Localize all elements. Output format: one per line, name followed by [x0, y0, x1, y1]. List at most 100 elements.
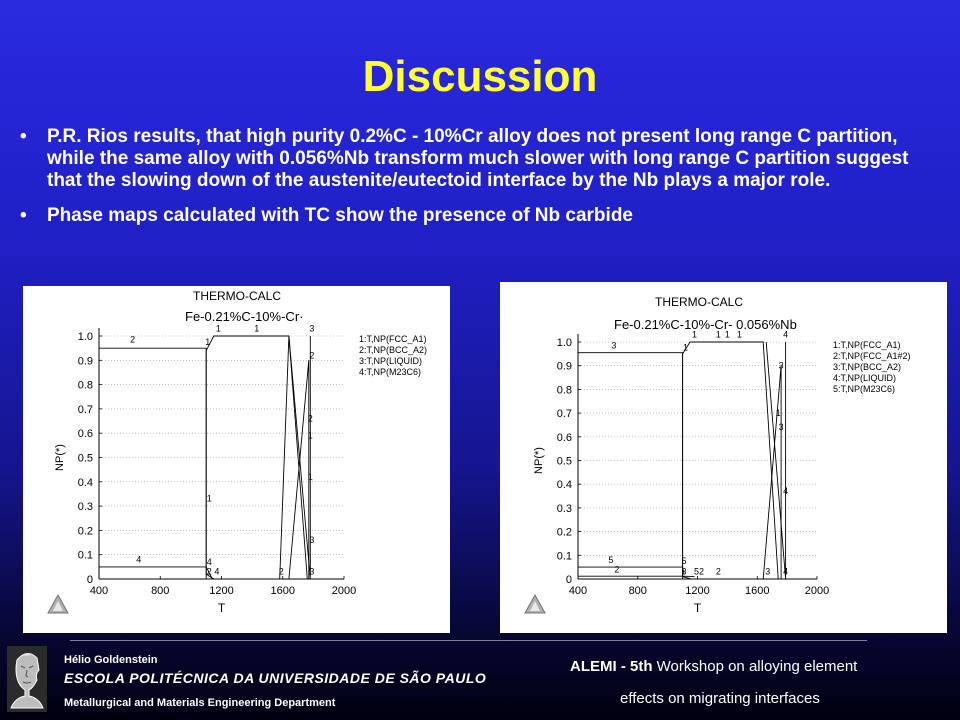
chart-ytick-label: 1.0 — [78, 331, 93, 343]
chart-xtick-label: 800 — [151, 585, 169, 597]
chart-curve-label: 1 — [308, 472, 313, 482]
chart-curve-label: 4 — [136, 554, 141, 564]
chart-curve-label: 3 — [779, 422, 784, 432]
slide-title: Discussion — [362, 52, 598, 101]
thermo-calc-logo-inner — [530, 601, 540, 611]
chart-ylabel: NP(*) — [54, 444, 66, 471]
chart-curve-label: 3 — [682, 567, 687, 577]
chart-ytick-label: 0.6 — [557, 432, 572, 444]
chart-header: THERMO-CALC — [655, 295, 743, 309]
chart-curve-label: 1 — [725, 330, 730, 340]
chart-curve-label: 1 — [692, 330, 697, 340]
school-name: ESCOLA POLITÉCNICA DA UNIVERSIDADE DE SÃ… — [64, 670, 487, 686]
conference-name: ALEMI - 5th — [570, 658, 653, 675]
chart-curve-label: 3 — [309, 567, 314, 577]
chart-xtick-label: 400 — [569, 585, 587, 597]
chart-ytick-label: 0.5 — [557, 456, 572, 468]
chart-ytick-label: 0.9 — [557, 361, 572, 373]
chart-series-line — [682, 341, 779, 580]
chart-series-line — [279, 335, 290, 580]
chart-svg: THERMO-CALC Fe-0.21%C-10%-Cr· 0 0.1 0.2 0.3 0.… — [47, 289, 427, 615]
chart-ytick-label: 0.1 — [78, 550, 93, 562]
chart-xtick-label: 1600 — [745, 585, 769, 597]
bullet-item-rios: • P.R. Rios results, that high purity 0.… — [20, 126, 945, 192]
conference-line-1: ALEMI - 5th Workshop on alloying element — [570, 658, 857, 675]
conference-subtitle: Workshop on alloying element — [656, 658, 858, 675]
chart-curve-label: 2 — [309, 350, 314, 360]
chart-curve-label: 1 — [683, 343, 688, 353]
chart-title: Fe-0.21%C-10%-Cr- 0.056%Nb — [614, 317, 797, 332]
chart-curve-label: 2 — [130, 335, 135, 345]
chart-legend-entry: 5:T,NP(M23C6) — [833, 384, 895, 394]
chart-curve-label: 3 — [309, 535, 314, 545]
chart-curve-label: 2 — [279, 567, 284, 577]
chart-ytick-label: 0.7 — [557, 408, 572, 420]
chart-ytick-label: 0.9 — [78, 355, 93, 367]
chart-xtick-label: 1600 — [271, 585, 295, 597]
chart-ytick-label: 0.5 — [78, 453, 93, 465]
chart-ytick-label: 0.6 — [78, 428, 93, 440]
footer-divider — [70, 640, 867, 641]
chart-curve-label: 5 — [682, 556, 687, 566]
chart-legend-entry: 4:T,NP(LIQUID) — [833, 373, 896, 383]
chart-xtick-label: 400 — [90, 585, 108, 597]
chart-curve-label: 1 — [205, 337, 210, 347]
chart-ytick-label: 0 — [566, 574, 572, 586]
chart-xtick-label: 2000 — [332, 585, 356, 597]
chart-xtick-label: 2000 — [805, 585, 829, 597]
bullet-text: P.R. Rios results, that high purity 0.2%… — [47, 126, 909, 191]
thermo-calc-logo-inner — [53, 601, 63, 611]
chart-legend-entry: 2:T,NP(FCC_A1#2) — [833, 351, 911, 361]
chart-series-line — [762, 365, 782, 580]
bullet-list: • P.R. Rios results, that high purity 0.… — [20, 126, 945, 227]
chart-ytick-label: 0.3 — [557, 503, 572, 515]
bullet-item-phase-maps: • Phase maps calculated with TC show the… — [20, 205, 945, 227]
chart-curve-label: 1 — [716, 330, 721, 340]
chart-curve-label: 3 — [309, 324, 314, 334]
chart-curve-label: 2 — [716, 567, 721, 577]
bullet-icon: • — [20, 126, 27, 147]
chart-ytick-label: 0 — [87, 574, 93, 586]
chart-legend-entry: 1:T,NP(FCC_A1) — [833, 340, 901, 350]
chart-series-line — [578, 352, 692, 580]
bullet-text: Phase maps calculated with TC show the p… — [47, 205, 633, 226]
chart-curve-label: 2 — [308, 413, 313, 423]
chart-ytick-label: 0.4 — [557, 479, 572, 491]
chart-ytick-label: 0.7 — [78, 404, 93, 416]
chart-curve-label: 3 — [765, 567, 770, 577]
chart-legend-entry: 3:T,NP(BCC_A2) — [833, 362, 901, 372]
chart-ytick-label: 0.8 — [557, 384, 572, 396]
academic-bust-logo — [7, 646, 47, 712]
chart-xlabel: T — [694, 601, 702, 615]
chart-curve-label: 1 — [216, 324, 221, 334]
chart-curve-label: 4 — [783, 330, 788, 340]
phase-map-chart-left: THERMO-CALC Fe-0.21%C-10%-Cr· 0 0.1 0.2 0.3 0.… — [23, 286, 450, 633]
chart-xtick-label: 1200 — [685, 585, 709, 597]
chart-legend-entry: 2:T,NP(BCC_A2) — [359, 345, 427, 355]
chart-xtick-label: 1200 — [209, 585, 233, 597]
author-name: Hélio Goldenstein — [64, 654, 158, 666]
chart-ylabel: NP(*) — [533, 447, 545, 474]
chart-curve-label: 2 — [614, 564, 619, 574]
chart-series-line — [578, 566, 685, 575]
chart-legend-entry: 4:T,NP(M23C6) — [359, 367, 421, 377]
chart-ytick-label: 0.2 — [557, 527, 572, 539]
chart-curve-label: 4 — [783, 567, 788, 577]
phase-map-chart-right: THERMO-CALC Fe-0.21%C-10%-Cr- 0.056%Nb 0 0.… — [500, 282, 947, 633]
chart-ytick-label: 0.1 — [557, 550, 572, 562]
chart-curve-label: 1 — [776, 408, 781, 418]
chart-curve-label: 52 — [694, 567, 704, 577]
chart-svg: THERMO-CALC Fe-0.21%C-10%-Cr- 0.056%Nb 0 0.… — [524, 295, 911, 615]
chart-legend-entry: 1:T,NP(FCC_A1) — [359, 334, 427, 344]
chart-ytick-label: 0.8 — [78, 380, 93, 392]
chart-curve-label: 4 — [214, 567, 219, 577]
chart-curve-label: 4 — [207, 557, 212, 567]
chart-ytick-label: 1.0 — [557, 337, 572, 349]
chart-ytick-label: 0.3 — [78, 501, 93, 513]
bullet-icon: • — [20, 205, 27, 226]
chart-series-line — [288, 335, 311, 580]
chart-curve-label: 1 — [737, 330, 742, 340]
chart-curve-label: 2 — [207, 567, 212, 577]
chart-xtick-label: 800 — [629, 585, 647, 597]
chart-curve-label: 1 — [308, 430, 313, 440]
